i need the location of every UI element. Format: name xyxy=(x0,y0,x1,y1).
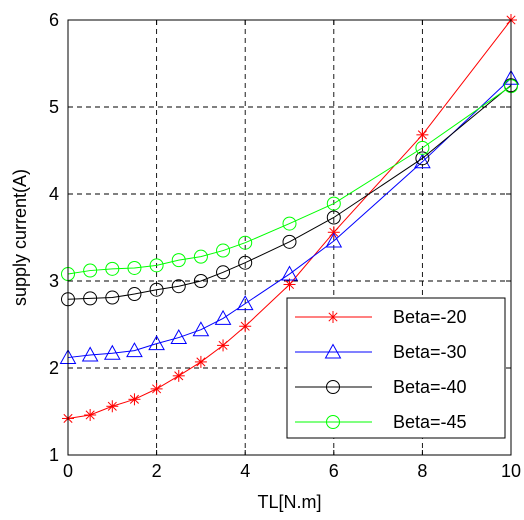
data-point xyxy=(149,258,164,273)
data-point xyxy=(194,355,207,368)
data-point xyxy=(148,335,165,351)
y-tick-label: 2 xyxy=(49,358,59,378)
legend-marker xyxy=(326,415,340,429)
legend-entry-1: Beta=-20 xyxy=(295,307,467,327)
series-1 xyxy=(62,14,517,425)
data-point xyxy=(105,261,120,276)
asterisk-stroke xyxy=(174,371,184,381)
data-point xyxy=(214,309,232,325)
data-point xyxy=(216,265,231,280)
legend-marker xyxy=(324,343,342,359)
data-point xyxy=(281,265,298,281)
asterisk-stroke xyxy=(218,340,228,350)
data-point xyxy=(106,400,119,413)
data-point xyxy=(171,279,186,294)
legend-box xyxy=(286,297,506,439)
legend-marker xyxy=(327,311,339,323)
data-point xyxy=(170,329,188,345)
y-tick-label: 1 xyxy=(49,445,59,465)
asterisk-stroke xyxy=(417,130,427,140)
data-point xyxy=(236,295,254,311)
data-point xyxy=(238,235,253,250)
asterisk-stroke xyxy=(240,321,250,331)
x-tick-label: 8 xyxy=(417,461,427,481)
legend-entry-4: Beta=-45 xyxy=(295,412,467,432)
legend-marker xyxy=(326,380,340,394)
data-point xyxy=(150,382,163,395)
series-layer xyxy=(59,14,520,425)
data-point xyxy=(105,290,120,305)
x-tick-label: 0 xyxy=(63,461,73,481)
y-tick-label: 5 xyxy=(49,97,59,117)
legend-label: Beta=-45 xyxy=(393,412,467,432)
data-point xyxy=(126,342,143,358)
y-axis-label: supply current(A) xyxy=(10,169,30,306)
data-point xyxy=(81,346,99,362)
data-point xyxy=(83,291,98,306)
data-point xyxy=(192,321,210,337)
axes-frame xyxy=(67,19,512,456)
data-point xyxy=(127,287,142,302)
asterisk-stroke xyxy=(284,279,295,290)
series-3 xyxy=(61,78,518,307)
x-axis-label: TL[N.m] xyxy=(257,492,321,512)
data-point xyxy=(282,234,297,249)
data-point xyxy=(325,232,343,248)
legend-entry-3: Beta=-40 xyxy=(295,377,467,397)
series-4 xyxy=(61,79,518,282)
x-tick-label: 4 xyxy=(240,461,250,481)
data-point xyxy=(217,339,230,352)
legend-entry-2: Beta=-30 xyxy=(295,342,467,362)
x-tick-label: 6 xyxy=(329,461,339,481)
data-point xyxy=(239,320,252,333)
data-point xyxy=(216,243,231,258)
asterisk-stroke xyxy=(129,394,140,404)
series-line xyxy=(67,77,512,359)
data-point xyxy=(416,128,429,141)
asterisk-stroke xyxy=(152,384,162,394)
data-point xyxy=(128,393,141,406)
data-point xyxy=(282,216,297,231)
series-line xyxy=(67,84,512,300)
data-point xyxy=(193,249,208,264)
data-point xyxy=(193,274,208,288)
y-tick-label: 4 xyxy=(49,184,59,204)
legend: Beta=-20 Beta=-30 Beta=-40 Beta=-45 xyxy=(286,297,506,439)
data-point xyxy=(84,408,97,421)
data-point xyxy=(149,282,164,297)
legend-label: Beta=-40 xyxy=(393,377,467,397)
legend-label: Beta=-30 xyxy=(393,342,467,362)
data-point xyxy=(326,196,341,211)
asterisk-stroke xyxy=(85,410,95,420)
asterisk-stroke xyxy=(196,357,206,367)
asterisk-stroke xyxy=(107,401,117,411)
data-point xyxy=(127,260,142,275)
y-tick-label: 6 xyxy=(49,10,59,30)
data-point xyxy=(415,140,430,155)
asterisk-stroke xyxy=(328,312,338,322)
y-tick-label: 3 xyxy=(49,271,59,291)
data-point xyxy=(415,151,430,166)
asterisk-stroke xyxy=(329,227,339,237)
data-point xyxy=(171,253,186,268)
x-tick-label: 10 xyxy=(501,461,521,481)
data-point xyxy=(326,210,341,225)
legend-label: Beta=-20 xyxy=(393,307,467,327)
x-tick-label: 2 xyxy=(152,461,162,481)
series-line xyxy=(67,85,512,275)
data-point xyxy=(238,255,253,270)
data-point xyxy=(103,344,121,360)
data-point xyxy=(172,369,185,382)
data-point xyxy=(83,263,98,278)
data-point xyxy=(327,226,340,239)
